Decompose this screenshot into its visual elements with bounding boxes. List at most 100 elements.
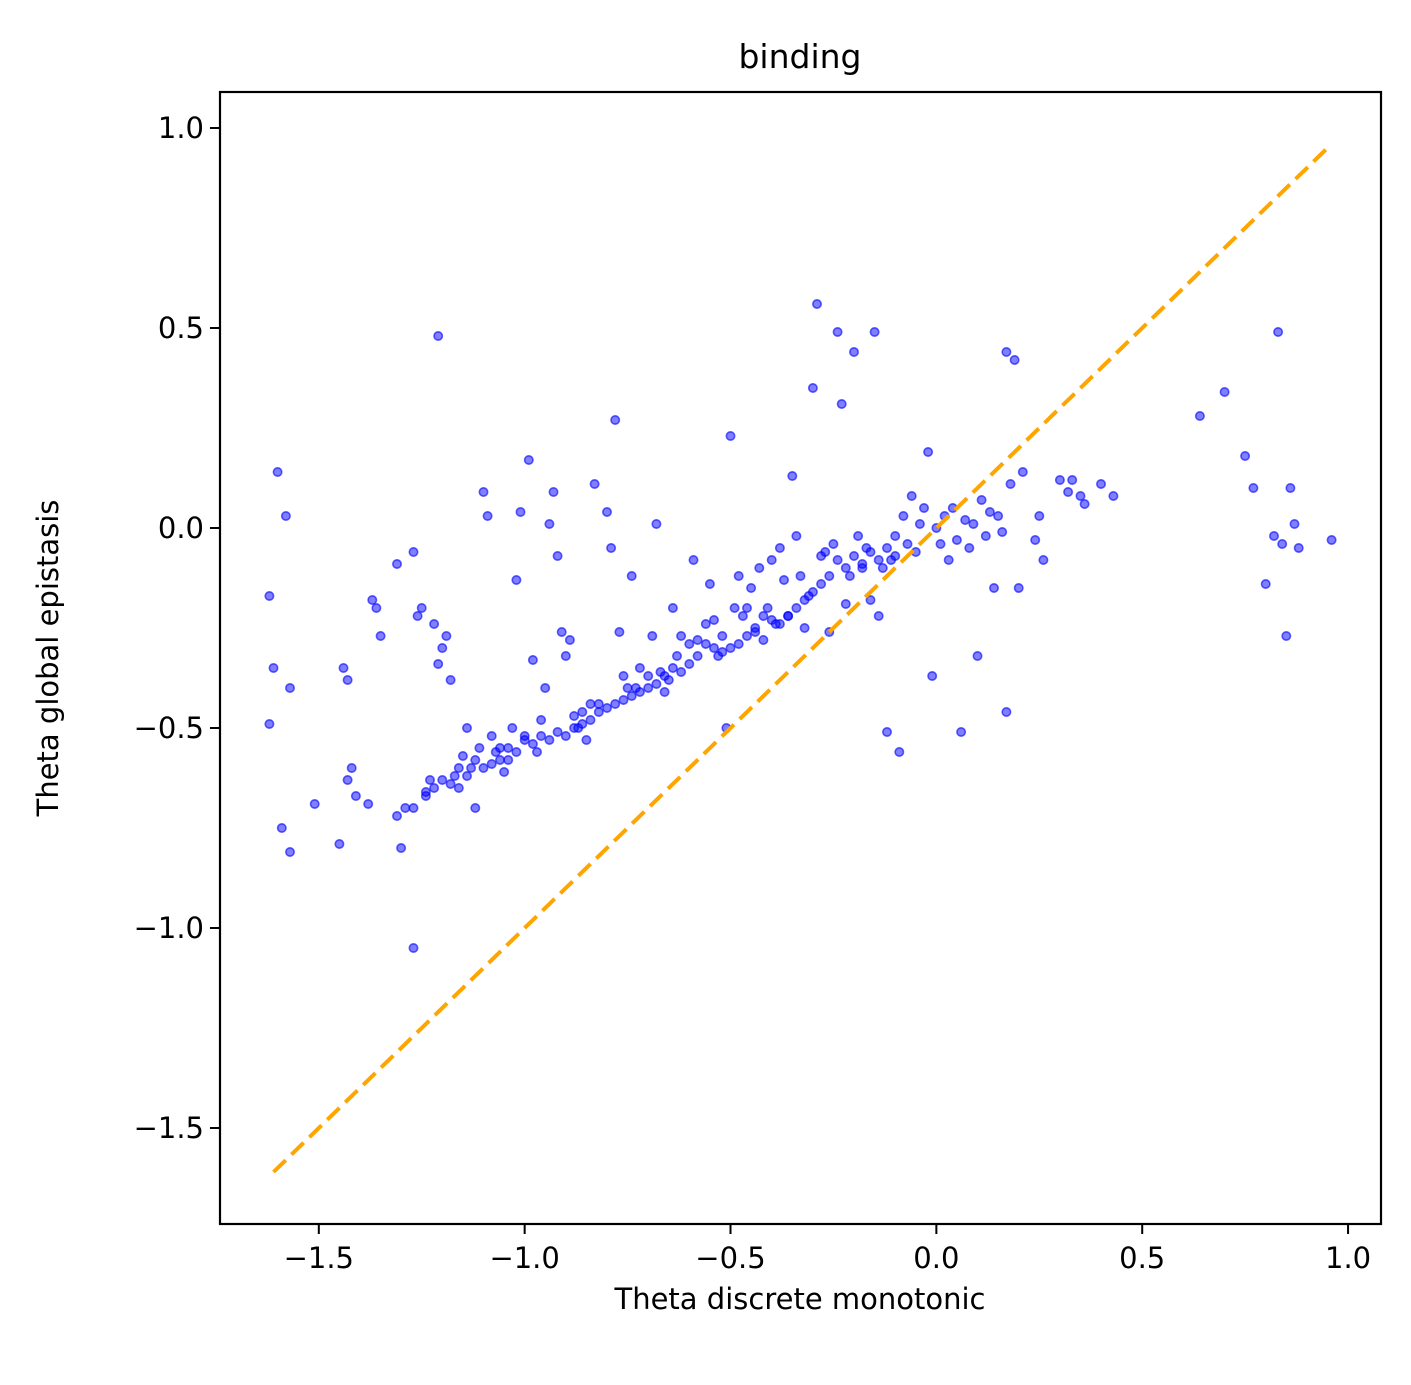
scatter-point [1096,478,1107,489]
scatter-point [264,590,275,601]
scatter-point [589,478,600,489]
scatter-point [923,446,934,457]
scatter-point [832,554,843,565]
scatter-point [688,554,699,565]
scatter-point [708,614,719,625]
scatter-point [474,742,485,753]
x-axis-label: Theta discrete monotonic [614,1282,986,1316]
scatter-point [997,526,1008,537]
x-tick-label: 0.0 [913,1241,959,1275]
scatter-point [433,658,444,669]
scatter-point [717,646,728,657]
scatter-point [482,510,493,521]
scatter-point [1009,354,1020,365]
scatter-point [634,662,645,673]
scatter-point [486,758,497,769]
scatter-point [334,838,345,849]
scatter-point [371,602,382,613]
scatter-point [585,698,596,709]
scatter-point [659,686,670,697]
scatter-point [704,578,715,589]
scatter-point [552,726,563,737]
scatter-point [737,610,748,621]
scatter-point [881,542,892,553]
scatter-point [1108,490,1119,501]
scatter-point [692,634,703,645]
y-tick-label: 0.5 [158,311,204,345]
scatter-point [799,622,810,633]
scatter-point [527,654,538,665]
scatter-point [671,650,682,661]
x-tick-label: −0.5 [695,1241,765,1275]
scatter-point [461,722,472,733]
scatter-point [453,782,464,793]
scatter-point [503,742,514,753]
y-tick-label: 1.0 [158,111,204,145]
scatter-point [1013,582,1024,593]
x-tick-label: −1.5 [284,1241,354,1275]
scatter-point [272,466,283,477]
scatter-point [1194,410,1205,421]
scatter-point [280,510,291,521]
scatter-point [758,610,769,621]
scatter-point [943,554,954,565]
y-axis-label: Theta global epistasis [31,500,65,818]
scatter-point [733,570,744,581]
scatter-point [367,594,378,605]
scatter-point [774,542,785,553]
scatter-point [441,630,452,641]
scatter-point [717,630,728,641]
scatter-point [729,602,740,613]
scatter-point [774,618,785,629]
scatter-point [519,730,530,741]
scatter-point [927,670,938,681]
scatter-point [445,674,456,685]
scatter-point [412,610,423,621]
scatter-point [494,742,505,753]
scatter-point [445,778,456,789]
scatter-point [556,626,567,637]
scatter-point [1001,706,1012,717]
scatter-point [429,618,440,629]
scatter-point [264,718,275,729]
scatter-point [1289,518,1300,529]
scatter-point [651,518,662,529]
scatter-point [853,530,864,541]
scatter-point [659,670,670,681]
scatter-point [420,790,431,801]
scatter-point [890,530,901,541]
scatter-point [268,662,279,673]
scatter-point [1017,466,1028,477]
scatter-point [1038,554,1049,565]
scatter-point [1293,542,1304,553]
scatter-point [1260,578,1271,589]
scatter-point [1001,346,1012,357]
scatter-point [276,822,287,833]
scatter-point [346,762,357,773]
scatter-point [807,586,818,597]
scatter-point [1281,630,1292,641]
scatter-point [416,602,427,613]
scatter-point [984,506,995,517]
scatter-point [676,630,687,641]
scatter-point [1240,450,1251,461]
scatter-point [700,638,711,649]
scatter-point [643,682,654,693]
scatter-point [1054,474,1065,485]
scatter-point [375,630,386,641]
scatter-point [700,618,711,629]
scatter-point [593,706,604,717]
points-layer [264,298,1337,953]
scatter-point [914,518,925,529]
scatter-point [503,754,514,765]
scatter-point [606,542,617,553]
scatter-point [787,470,798,481]
scatter-point [976,494,987,505]
scatter-point [363,798,374,809]
x-axis: −1.5 −1.0 −0.5 0.0 0.5 1.0 [284,1224,1371,1275]
scatter-point [457,750,468,761]
scatter-point [754,562,765,573]
scatter-point [1030,534,1041,545]
scatter-point [560,730,571,741]
scatter-point [824,570,835,581]
